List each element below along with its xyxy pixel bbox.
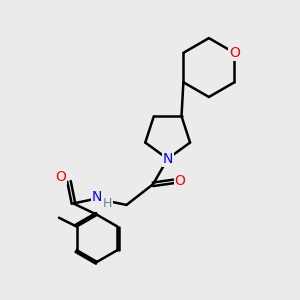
Text: O: O: [229, 46, 240, 60]
Text: O: O: [55, 170, 66, 184]
Text: N: N: [92, 190, 102, 204]
Text: O: O: [175, 174, 185, 188]
Text: H: H: [103, 197, 112, 210]
Text: N: N: [163, 152, 173, 166]
